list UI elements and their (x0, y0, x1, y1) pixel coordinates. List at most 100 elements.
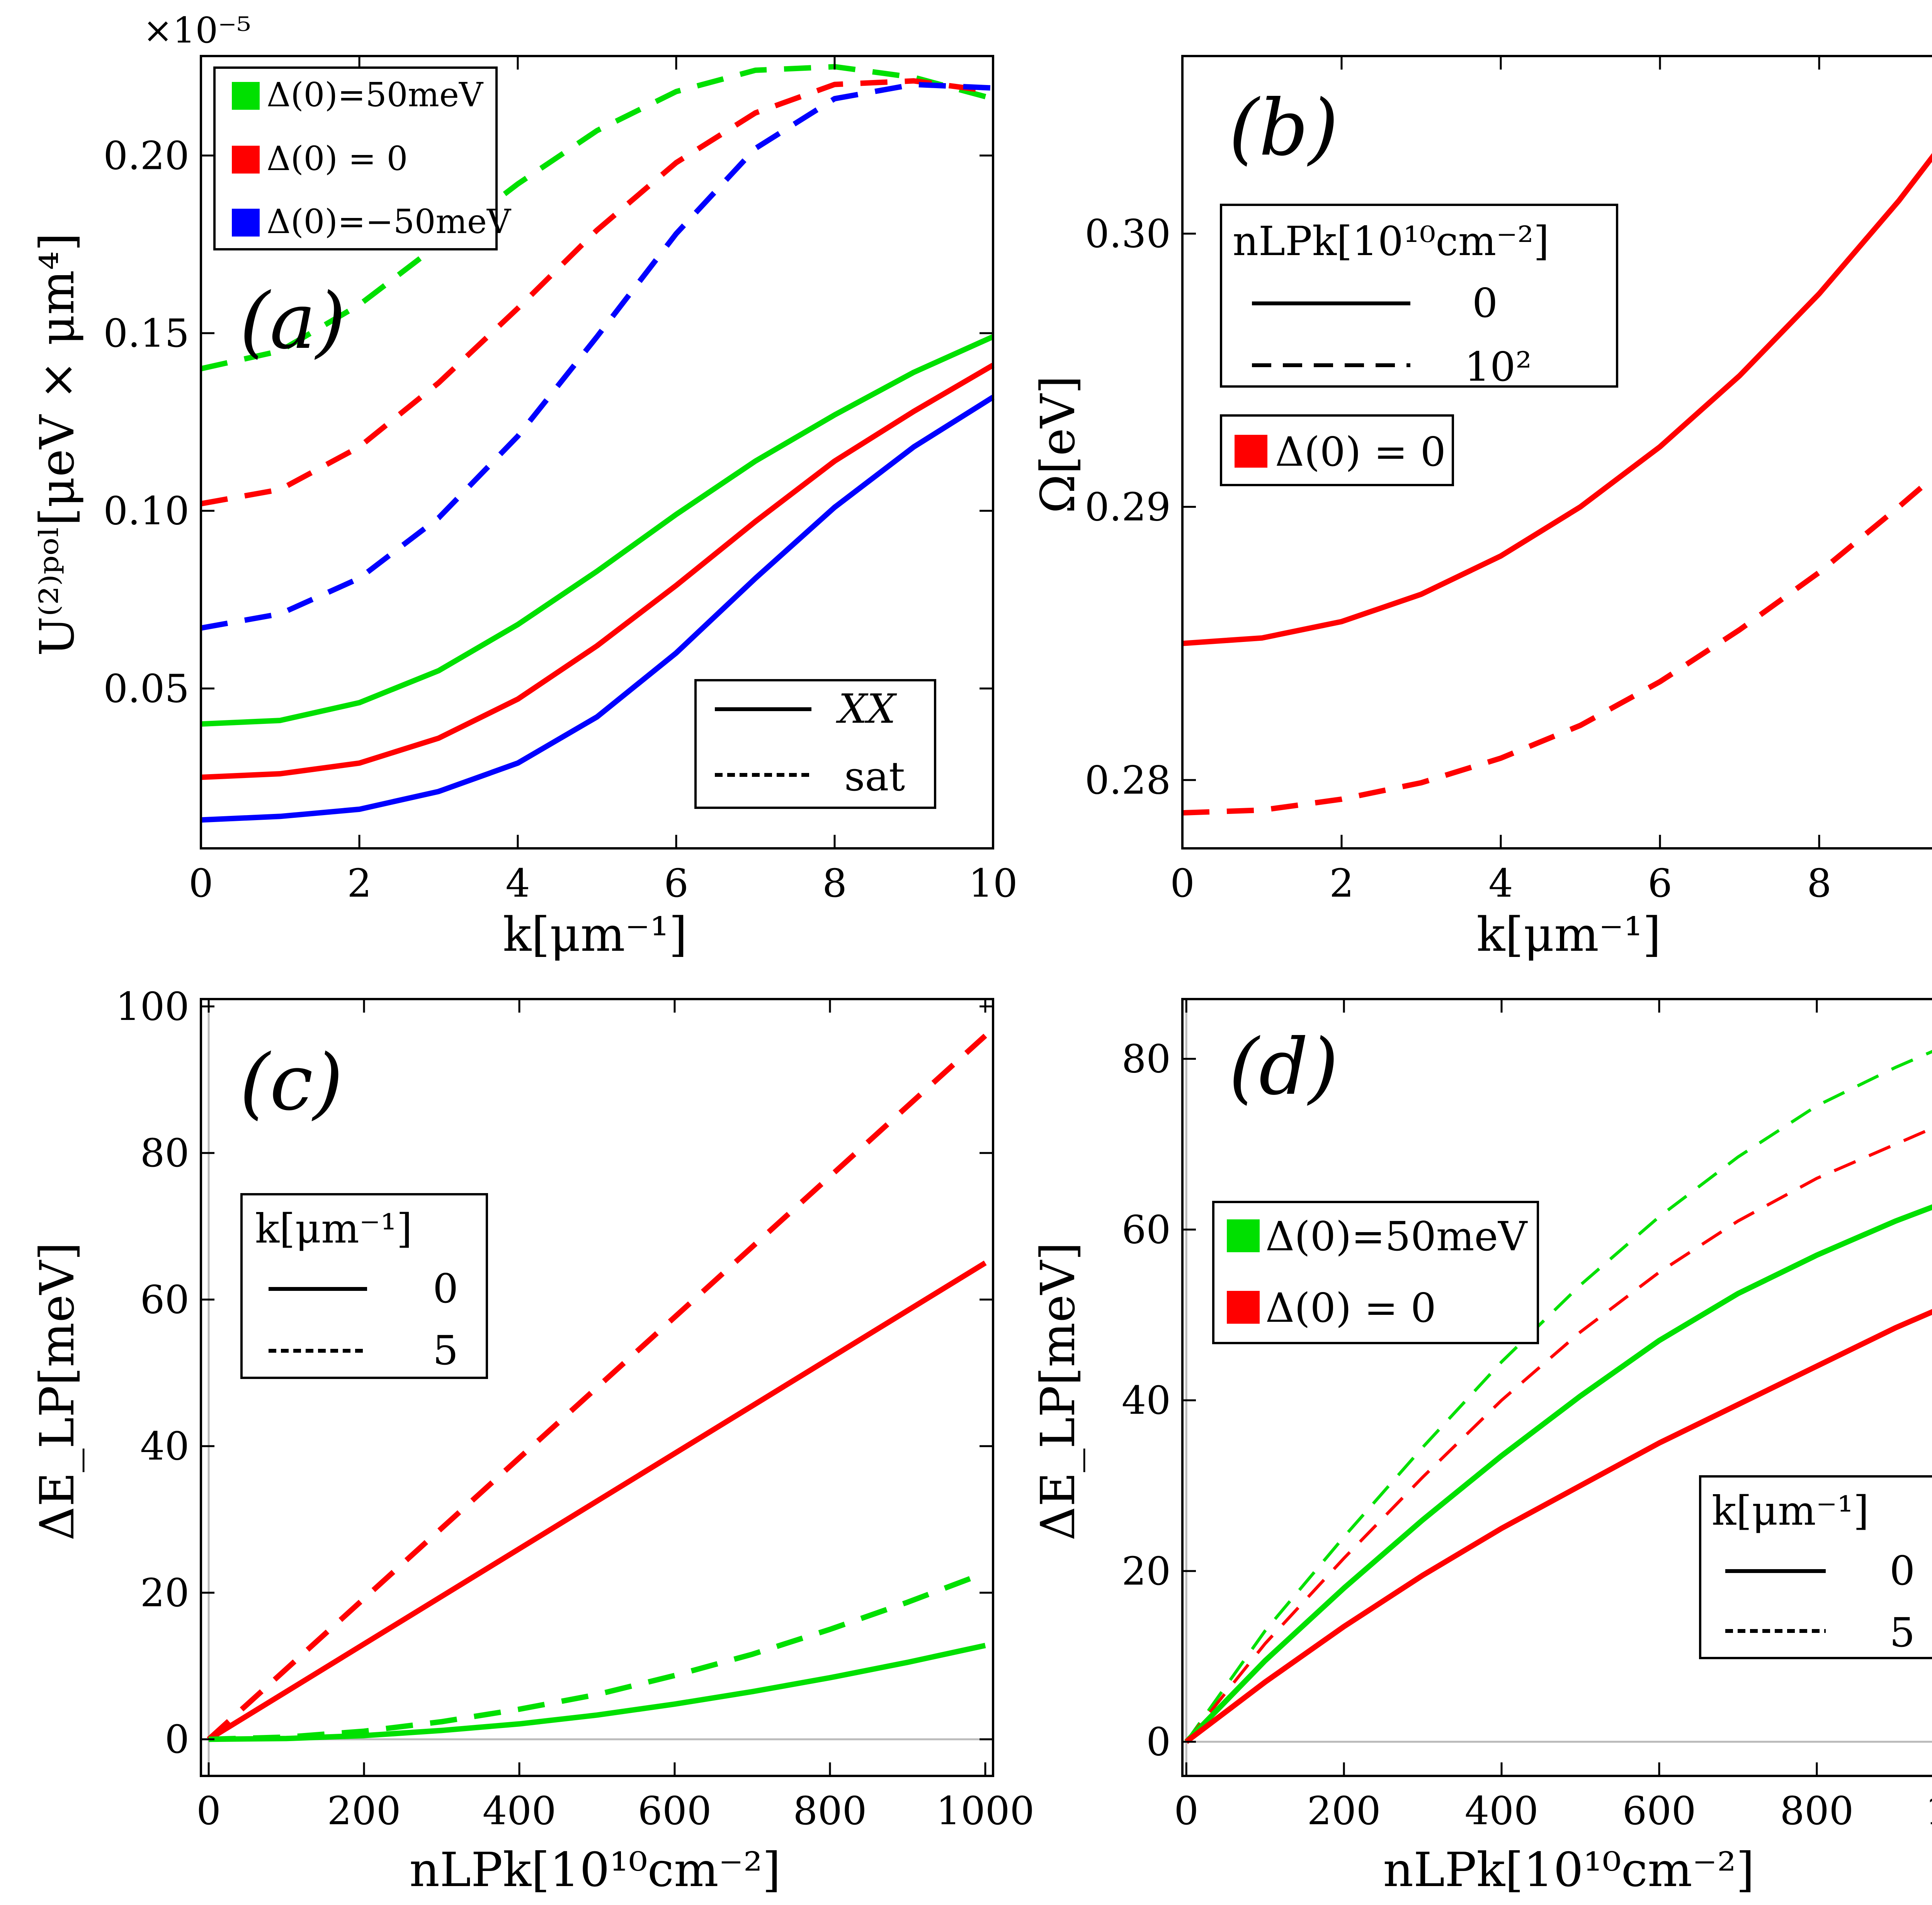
panel-label-d: (d) (1229, 1022, 1338, 1112)
x-tick-label-d-0: 0 (1174, 1788, 1199, 1833)
y-tick-label-d-2: 40 (1122, 1378, 1171, 1423)
legend-value-1-b: 10² (1464, 343, 1532, 390)
legend-label-red-b: Δ(0) = 0 (1275, 428, 1446, 475)
legend-swatch-blue (232, 209, 260, 237)
y-tick-label-c-1: 20 (140, 1570, 189, 1616)
legend-label-green: Δ(0)=50meV (267, 76, 484, 114)
series-line-a-0 (201, 334, 994, 727)
y-tick-label-d-3: 60 (1122, 1207, 1171, 1252)
x-tick-label-b-4: 8 (1807, 861, 1832, 906)
x-tick-label-a-1: 2 (347, 861, 372, 906)
y-tick-label-c-5: 100 (116, 984, 189, 1029)
x-axis-label-b: k[μm⁻¹] (1476, 907, 1661, 962)
series-line-b-0 (1182, 153, 1932, 646)
y-axis-label-d: ΔE_LP[meV] (1031, 1242, 1085, 1541)
plot-frame-d (1181, 998, 1932, 1777)
color-legend-d: Δ(0)=50meV Δ(0) = 0 (1212, 1201, 1539, 1344)
panel-d-chart: 0 200 400 600 800 1000 0 20 40 60 80 (d) nLPk[10¹⁰… (1031, 998, 1932, 1897)
legend-value-1-c: 5 (433, 1327, 458, 1374)
x-tick-label-d-4: 800 (1780, 1788, 1854, 1833)
y-axis-label-a: U⁽²⁾ᵖᵒˡ[μeV × μm⁴] (30, 233, 85, 656)
y-axis-label-b: Ω[eV] (1031, 376, 1085, 514)
panel-a-chart: ×10⁻⁵ 0 2 4 6 8 10 0.05 0.10 0.15 0.20 (a) k[μm⁻¹… (30, 10, 1018, 962)
x-tick-label-b-2: 4 (1488, 861, 1513, 906)
legend-header-b: nLPk[10¹⁰cm⁻²] (1233, 218, 1549, 265)
panel-label-b: (b) (1229, 83, 1338, 173)
y-tick-label-a-0: 0.05 (103, 666, 189, 711)
y-tick-label-c-0: 0 (165, 1717, 189, 1762)
color-legend-a: Δ(0)=50meV Δ(0) = 0 Δ(0)=−50meV (213, 66, 512, 250)
y-tick-label-d-1: 20 (1122, 1549, 1171, 1594)
series-line-a-1 (201, 363, 995, 780)
y-tick-label-a-2: 0.15 (103, 311, 189, 356)
legend-value-1-d: 5 (1889, 1609, 1915, 1656)
style-legend-a: XX sat (694, 679, 936, 809)
y-tick-label-c-3: 60 (140, 1277, 189, 1322)
series-line-d-2 (1184, 1204, 1932, 1744)
x-tick-label-a-2: 4 (505, 861, 530, 906)
x-tick-label-b-0: 0 (1170, 861, 1195, 906)
series-line-d-1 (1185, 1127, 1932, 1743)
x-tick-label-c-4: 800 (793, 1788, 867, 1833)
panel-label-a: (a) (240, 276, 346, 366)
legend-header-c: k[μm⁻¹] (255, 1205, 412, 1252)
x-tick-label-c-0: 0 (196, 1788, 221, 1833)
panel-label-c: (c) (240, 1038, 343, 1128)
y-tick-label-b-1: 0.29 (1085, 484, 1171, 529)
series-line-a-3 (200, 64, 994, 371)
x-tick-label-a-5: 10 (968, 861, 1017, 906)
legend-swatch-red-d (1227, 1291, 1260, 1324)
series-line-d-0 (1185, 1050, 1932, 1743)
x-tick-label-d-2: 400 (1465, 1788, 1539, 1833)
series-line-d-3 (1184, 1309, 1932, 1744)
legend-label-green-d: Δ(0)=50meV (1265, 1213, 1528, 1260)
x-tick-label-a-4: 8 (822, 861, 847, 906)
x-tick-label-c-1: 200 (327, 1788, 401, 1833)
y-tick-label-b-2: 0.30 (1085, 211, 1171, 256)
legend-swatch-green-d (1227, 1219, 1260, 1252)
legend-swatch-red-b (1235, 435, 1267, 468)
style-legend-c: k[μm⁻¹] 0 5 (240, 1193, 488, 1379)
x-tick-label-d-3: 600 (1622, 1788, 1696, 1833)
legend-label-red: Δ(0) = 0 (267, 140, 408, 178)
x-tick-label-b-3: 6 (1648, 861, 1672, 906)
x-tick-label-d-1: 200 (1307, 1788, 1381, 1833)
y-tick-label-a-1: 0.10 (103, 489, 189, 534)
plot-frame-b (1181, 55, 1932, 850)
x-axis-label-c: nLPk[10¹⁰cm⁻²] (409, 1842, 781, 1897)
y-tick-label-c-4: 80 (140, 1130, 189, 1176)
legend-value-0-c: 0 (433, 1265, 458, 1312)
y-tick-label-d-0: 0 (1146, 1719, 1171, 1765)
x-tick-label-a-3: 6 (664, 861, 689, 906)
series-line-c-1 (207, 1033, 987, 1742)
series-line-a-2 (201, 395, 995, 823)
legend-sat-label: sat (844, 753, 905, 800)
legend-xx-label: XX (836, 685, 897, 732)
plot-frame-a (200, 55, 994, 850)
series-line-b-1 (1182, 475, 1932, 816)
y-tick-label-a-3: 0.20 (103, 133, 189, 178)
x-tick-label-b-1: 2 (1329, 861, 1354, 906)
y-tick-label-b-0: 0.28 (1085, 758, 1171, 803)
series-line-a-4 (200, 78, 993, 507)
x-axis-label-a: k[μm⁻¹] (503, 907, 687, 962)
x-tick-label-c-5: 1000 (936, 1788, 1035, 1833)
legend-swatch-green (232, 82, 260, 110)
legend-header-d: k[μm⁻¹] (1712, 1487, 1869, 1534)
y-axis-label-c: ΔE_LP[meV] (30, 1242, 85, 1541)
series-line-c-2 (209, 1643, 986, 1742)
x-tick-label-c-3: 600 (638, 1788, 712, 1833)
color-legend-b: Δ(0) = 0 (1220, 414, 1454, 486)
y-tick-label-c-2: 40 (140, 1424, 189, 1469)
y-tick-label-d-4: 80 (1122, 1037, 1171, 1082)
x-tick-label-d-5: 1000 (1925, 1788, 1932, 1833)
series-line-a-5 (200, 82, 993, 631)
style-legend-d: k[μm⁻¹] 0 5 (1699, 1475, 1932, 1659)
panel-c-chart: 0 200 400 600 800 1000 0 20 40 60 80 100 (c) nLPk[1… (30, 984, 1034, 1897)
series-line-c-0 (207, 1260, 987, 1742)
style-legend-b: nLPk[10¹⁰cm⁻²] 0 10² (1220, 204, 1618, 390)
legend-value-0-d: 0 (1889, 1547, 1915, 1594)
x-tick-label-c-2: 400 (483, 1788, 556, 1833)
